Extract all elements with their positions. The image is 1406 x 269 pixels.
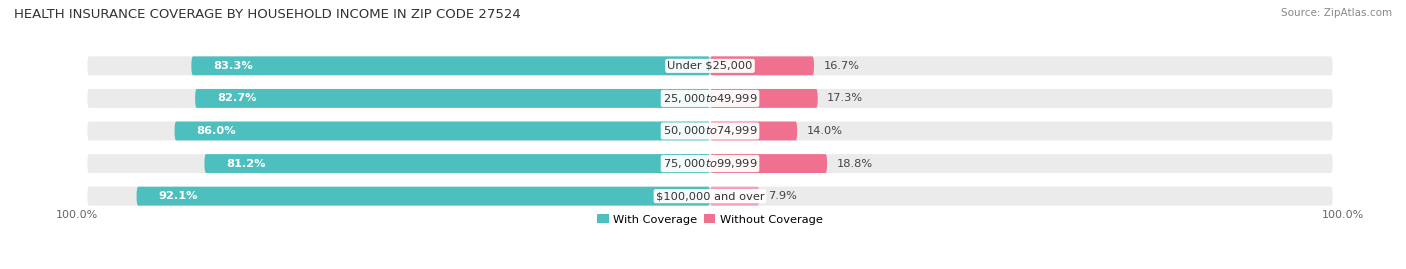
Text: Source: ZipAtlas.com: Source: ZipAtlas.com [1281,8,1392,18]
FancyBboxPatch shape [710,89,818,108]
Text: 86.0%: 86.0% [197,126,236,136]
Text: 100.0%: 100.0% [1322,210,1364,220]
Text: 17.3%: 17.3% [827,93,863,103]
Text: 16.7%: 16.7% [824,61,859,71]
FancyBboxPatch shape [195,89,710,108]
FancyBboxPatch shape [87,154,1333,173]
FancyBboxPatch shape [710,154,827,173]
FancyBboxPatch shape [87,56,1333,75]
FancyBboxPatch shape [87,187,1333,206]
Text: Under $25,000: Under $25,000 [668,61,752,71]
FancyBboxPatch shape [710,122,797,140]
FancyBboxPatch shape [174,122,710,140]
Text: 7.9%: 7.9% [769,191,797,201]
Text: $50,000 to $74,999: $50,000 to $74,999 [662,125,758,137]
Text: 82.7%: 82.7% [217,93,256,103]
FancyBboxPatch shape [191,56,710,75]
Legend: With Coverage, Without Coverage: With Coverage, Without Coverage [592,210,828,229]
Text: $75,000 to $99,999: $75,000 to $99,999 [662,157,758,170]
Text: $100,000 and over: $100,000 and over [655,191,765,201]
Text: 18.8%: 18.8% [837,158,873,169]
FancyBboxPatch shape [710,187,759,206]
Text: $25,000 to $49,999: $25,000 to $49,999 [662,92,758,105]
FancyBboxPatch shape [136,187,710,206]
FancyBboxPatch shape [710,56,814,75]
Text: 14.0%: 14.0% [807,126,842,136]
Text: 81.2%: 81.2% [226,158,266,169]
FancyBboxPatch shape [87,89,1333,108]
Text: 83.3%: 83.3% [214,61,253,71]
Text: 92.1%: 92.1% [159,191,198,201]
FancyBboxPatch shape [87,122,1333,140]
FancyBboxPatch shape [204,154,710,173]
Text: HEALTH INSURANCE COVERAGE BY HOUSEHOLD INCOME IN ZIP CODE 27524: HEALTH INSURANCE COVERAGE BY HOUSEHOLD I… [14,8,520,21]
Text: 100.0%: 100.0% [56,210,98,220]
